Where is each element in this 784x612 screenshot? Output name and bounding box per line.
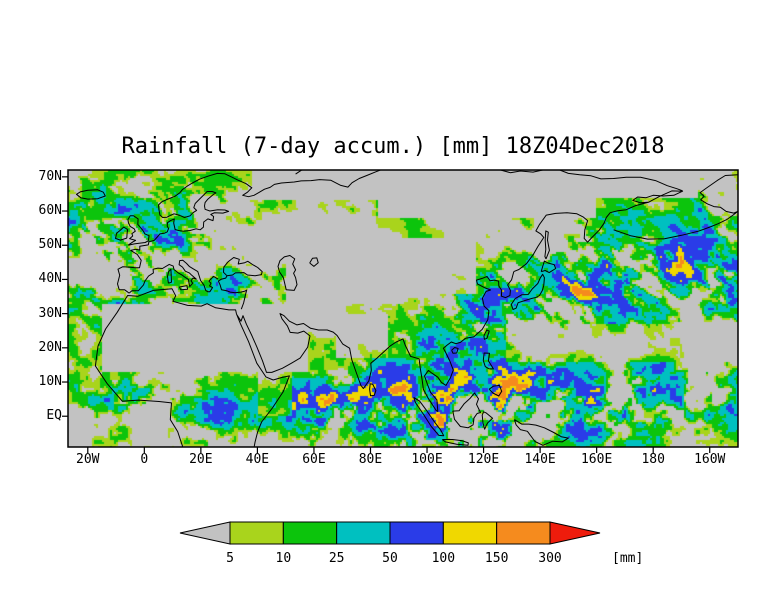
colorbar-segment: [336, 521, 391, 545]
colorbar-tick-label: 10: [276, 551, 292, 566]
colorbar-tick-label: 50: [382, 551, 398, 566]
lat-tick-label: 10N: [38, 374, 62, 390]
lon-tick-label: 160W: [694, 452, 726, 467]
lon-tick-label: 60E: [302, 452, 326, 467]
lon-tick-label: 0: [140, 452, 149, 467]
lon-tick-label: 40E: [245, 452, 270, 467]
lat-tick-label: EQ: [46, 408, 62, 424]
coastline-overlay: [76, 170, 738, 447]
lon-tick-label: 80E: [358, 452, 383, 467]
colorbar: 5 10 25 50 100 150 300 [mm]: [179, 521, 643, 566]
chart-title: Rainfall (7-day accum.) [mm] 18Z04Dec201…: [121, 134, 665, 159]
lon-tick-label: 180: [641, 452, 665, 467]
colorbar-arrow-high: [549, 521, 601, 545]
map-frame: [68, 170, 738, 447]
lat-tick-label: 60N: [38, 203, 62, 219]
coastline-path: [76, 170, 738, 447]
colorbar-segment: [496, 521, 551, 545]
colorbar-segment: [282, 521, 338, 545]
lat-tick-label: 30N: [38, 305, 62, 321]
colorbar-tick-label: 150: [485, 551, 508, 566]
lon-tick-label: 20W: [76, 452, 100, 467]
lon-tick-label: 140E: [524, 452, 556, 467]
lon-tick-label: 160E: [580, 452, 613, 467]
colorbar-tick-label: 5: [226, 551, 234, 566]
lon-tick-label: 100E: [411, 452, 443, 467]
lat-tick-label: 20N: [38, 339, 62, 355]
colorbar-tick-label: 300: [538, 551, 561, 566]
colorbar-arrow-low: [179, 521, 231, 545]
lon-tick-label: 120E: [467, 452, 500, 467]
colorbar-segment: [229, 521, 284, 545]
lon-tick-label: 20E: [189, 452, 213, 467]
lat-tick-label: 50N: [38, 237, 62, 253]
colorbar-segment: [389, 521, 444, 545]
colorbar-segment: [442, 521, 498, 545]
colorbar-units-label: [mm]: [612, 551, 643, 566]
lat-tick-label: 40N: [38, 271, 62, 287]
lat-tick-label: 70N: [38, 168, 62, 184]
colorbar-tick-label: 100: [432, 551, 455, 566]
colorbar-tick-label: 25: [329, 551, 345, 566]
